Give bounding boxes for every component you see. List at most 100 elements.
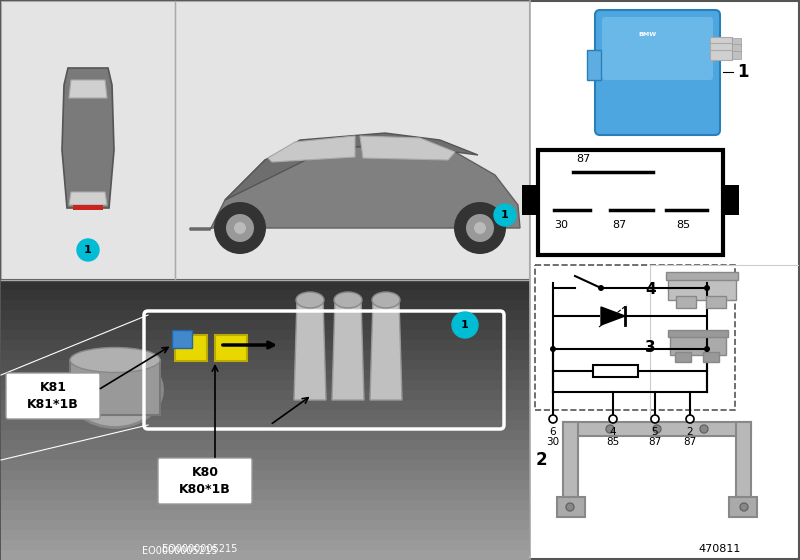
Bar <box>175 1 529 280</box>
Text: 2: 2 <box>535 451 547 469</box>
Ellipse shape <box>67 352 162 427</box>
FancyBboxPatch shape <box>602 17 713 80</box>
Ellipse shape <box>296 292 324 308</box>
Polygon shape <box>225 133 478 200</box>
Text: 87: 87 <box>576 154 590 164</box>
Bar <box>175 335 207 361</box>
Bar <box>732 38 741 46</box>
Circle shape <box>454 202 506 254</box>
Ellipse shape <box>372 292 400 308</box>
Polygon shape <box>190 145 520 230</box>
Text: 5: 5 <box>652 427 658 437</box>
Bar <box>703 352 719 362</box>
Bar <box>668 278 736 300</box>
Bar <box>557 497 585 517</box>
Bar <box>1 290 529 300</box>
Bar <box>1 450 529 460</box>
Polygon shape <box>62 68 114 208</box>
Bar <box>1 300 529 310</box>
Text: EO0000005215: EO0000005215 <box>142 546 218 556</box>
Bar <box>1 390 529 400</box>
Text: 1: 1 <box>501 210 509 220</box>
Bar <box>73 205 103 210</box>
Text: 3: 3 <box>646 339 656 354</box>
Bar <box>736 422 751 500</box>
FancyBboxPatch shape <box>6 373 100 419</box>
Bar <box>732 44 741 52</box>
Text: 87: 87 <box>612 220 626 230</box>
Bar <box>1 440 529 450</box>
Circle shape <box>704 346 710 352</box>
Circle shape <box>474 222 486 234</box>
Text: 2: 2 <box>686 427 694 437</box>
Bar <box>1 540 529 550</box>
Circle shape <box>606 425 614 433</box>
Bar <box>723 185 739 215</box>
Bar <box>593 365 638 377</box>
Circle shape <box>651 415 659 423</box>
Bar <box>1 280 529 290</box>
Bar <box>587 50 601 80</box>
Bar <box>1 530 529 540</box>
Bar <box>1 510 529 520</box>
Circle shape <box>77 239 99 261</box>
Circle shape <box>226 214 254 242</box>
Bar <box>670 335 726 355</box>
Bar <box>1 370 529 380</box>
Bar <box>1 310 529 320</box>
Bar <box>563 422 578 500</box>
Text: 85: 85 <box>676 220 690 230</box>
Bar <box>215 335 247 361</box>
Bar <box>538 150 723 255</box>
Bar <box>729 497 757 517</box>
Bar <box>676 296 696 308</box>
Bar <box>706 296 726 308</box>
Circle shape <box>452 312 478 338</box>
Text: EO0000005215: EO0000005215 <box>162 544 238 554</box>
Circle shape <box>466 214 494 242</box>
Circle shape <box>609 415 617 423</box>
Text: 30: 30 <box>546 437 559 447</box>
Text: 1: 1 <box>737 63 749 81</box>
Bar <box>1 420 529 430</box>
Bar <box>1 280 529 555</box>
Circle shape <box>550 346 556 352</box>
Bar <box>1 350 529 360</box>
Bar <box>522 185 538 215</box>
Bar <box>1 480 529 490</box>
Text: 1: 1 <box>84 245 92 255</box>
Bar <box>710 43 732 53</box>
Circle shape <box>700 425 708 433</box>
Text: 4: 4 <box>610 427 616 437</box>
Polygon shape <box>370 300 402 400</box>
Bar <box>1 330 529 340</box>
Bar <box>1 520 529 530</box>
Polygon shape <box>360 136 455 160</box>
Bar <box>1 360 529 370</box>
Bar <box>535 265 735 410</box>
Circle shape <box>704 285 710 291</box>
Bar <box>70 360 160 415</box>
Circle shape <box>214 202 266 254</box>
Bar <box>172 330 192 348</box>
Polygon shape <box>69 192 107 205</box>
Text: K81
K81*1B: K81 K81*1B <box>27 381 79 411</box>
Ellipse shape <box>334 292 362 308</box>
Bar <box>1 380 529 390</box>
Bar <box>1 550 529 560</box>
Text: 470811: 470811 <box>699 544 741 554</box>
Circle shape <box>494 204 516 226</box>
FancyBboxPatch shape <box>158 458 252 504</box>
FancyBboxPatch shape <box>595 10 720 135</box>
Bar <box>1 490 529 500</box>
Bar <box>1 430 529 440</box>
Circle shape <box>740 503 748 511</box>
Bar <box>710 50 732 60</box>
Bar <box>1 460 529 470</box>
Bar <box>666 272 738 280</box>
Circle shape <box>686 415 694 423</box>
Bar <box>732 51 741 59</box>
Text: 6: 6 <box>550 427 556 437</box>
Polygon shape <box>69 80 107 98</box>
Text: K80
K80*1B: K80 K80*1B <box>179 466 231 496</box>
